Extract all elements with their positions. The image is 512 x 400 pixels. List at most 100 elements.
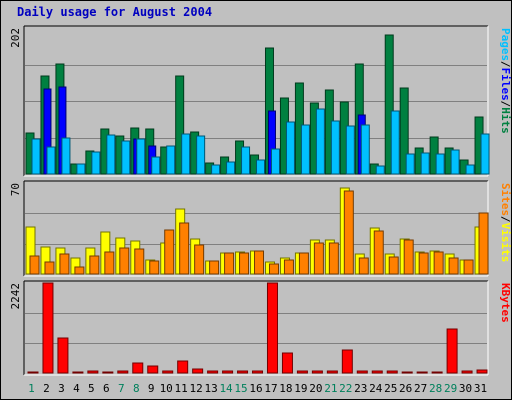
bar-kbytes-day22 xyxy=(341,349,353,374)
bar-sites-day3 xyxy=(59,253,70,275)
bar-pages-day29 xyxy=(450,149,460,175)
bar-sites-day11 xyxy=(179,222,190,275)
x-tick-label-day5: 5 xyxy=(88,382,95,395)
bar-kbytes-day10 xyxy=(162,370,174,374)
bar-kbytes-day1 xyxy=(27,371,39,374)
bar-kbytes-day30 xyxy=(461,370,473,374)
bar-kbytes-day20 xyxy=(311,370,323,374)
bar-sites-day7 xyxy=(119,247,130,275)
bar-kbytes-day12 xyxy=(192,368,204,374)
bar-sites-day5 xyxy=(89,255,100,275)
panel-kbytes: 2242 KBytes xyxy=(9,280,512,376)
bar-kbytes-day28 xyxy=(431,371,443,374)
x-tick-label-day25: 25 xyxy=(384,382,397,395)
legend-hits: Hits xyxy=(499,107,512,134)
bar-sites-day6 xyxy=(104,251,115,275)
bar-pages-day27 xyxy=(420,152,430,175)
x-tick-label-day20: 20 xyxy=(309,382,322,395)
x-tick-label-day31: 31 xyxy=(474,382,487,395)
ymax-label-hits: 202 xyxy=(9,28,22,48)
bar-pages-day28 xyxy=(435,153,445,175)
ymax-label-kbytes: 2242 xyxy=(9,283,22,310)
bar-sites-day29 xyxy=(448,257,459,275)
legend-files: Files xyxy=(499,68,512,101)
bar-kbytes-day24 xyxy=(371,370,383,374)
bar-sites-day16 xyxy=(254,250,265,275)
x-tick-label-day2: 2 xyxy=(43,382,50,395)
x-tick-label-day24: 24 xyxy=(369,382,383,395)
bar-pages-day1 xyxy=(31,138,41,175)
x-tick-label-day15: 15 xyxy=(234,382,247,395)
bar-sites-day13 xyxy=(209,260,220,275)
bar-kbytes-day14 xyxy=(222,370,234,374)
x-tick-label-day29: 29 xyxy=(444,382,457,395)
bar-sites-day20 xyxy=(313,242,324,275)
bar-kbytes-day29 xyxy=(446,328,458,374)
bar-kbytes-day2 xyxy=(42,282,54,374)
x-tick-label-day17: 17 xyxy=(264,382,277,395)
bar-kbytes-day27 xyxy=(416,371,428,374)
x-tick-label-day23: 23 xyxy=(354,382,367,395)
bar-sites-day23 xyxy=(358,257,369,275)
bar-sites-day21 xyxy=(328,242,339,275)
bar-hits-day25 xyxy=(384,34,394,175)
bar-pages-day19 xyxy=(300,124,310,175)
bar-kbytes-day16 xyxy=(252,370,264,374)
bar-pages-day4 xyxy=(76,163,86,175)
chart-title: Daily usage for August 2004 xyxy=(17,5,212,19)
bar-kbytes-day19 xyxy=(296,370,308,374)
x-tick-label-day6: 6 xyxy=(103,382,110,395)
legend-sites: Sites xyxy=(499,183,512,216)
bar-sites-day31 xyxy=(478,212,489,275)
bar-sites-day27 xyxy=(418,252,429,275)
x-tick-label-day3: 3 xyxy=(58,382,65,395)
x-tick-label-day28: 28 xyxy=(429,382,442,395)
x-tick-label-day9: 9 xyxy=(148,382,155,395)
bar-sites-day14 xyxy=(224,252,235,275)
bar-sites-day1 xyxy=(29,255,40,275)
bar-pages-day24 xyxy=(375,165,385,175)
bar-pages-day20 xyxy=(315,108,325,175)
bar-pages-day7 xyxy=(121,140,131,175)
x-tick-label-day21: 21 xyxy=(324,382,337,395)
bar-sites-day15 xyxy=(239,252,250,275)
plot-area-kbytes xyxy=(24,281,488,375)
x-tick-label-day19: 19 xyxy=(294,382,307,395)
x-tick-label-day30: 30 xyxy=(459,382,472,395)
legend-separator: / xyxy=(499,216,512,223)
legend-pages: Pages xyxy=(499,28,512,61)
bar-pages-day3 xyxy=(61,137,71,175)
bar-pages-day15 xyxy=(241,146,251,175)
bar-sites-day12 xyxy=(194,244,205,275)
bar-pages-day10 xyxy=(166,145,176,175)
bar-sites-day25 xyxy=(388,256,399,275)
bar-sites-day17 xyxy=(268,263,279,275)
panel-hits: 202 Pages/Files/Hits xyxy=(9,25,512,177)
bar-pages-day31 xyxy=(480,133,490,175)
bar-pages-day8 xyxy=(136,138,146,175)
bar-sites-day2 xyxy=(44,261,55,275)
legend-visits: Visits xyxy=(499,223,512,263)
bar-kbytes-day4 xyxy=(72,371,84,374)
bar-pages-day14 xyxy=(226,161,236,175)
bar-pages-day6 xyxy=(106,134,116,175)
bar-sites-day4 xyxy=(74,266,85,275)
bar-pages-day25 xyxy=(390,110,400,175)
bar-sites-day18 xyxy=(283,259,294,275)
panel-visits: 70 Sites/Visits xyxy=(9,180,512,277)
ymax-label-visits: 70 xyxy=(9,183,22,196)
bar-sites-day26 xyxy=(403,239,414,275)
bar-hits-day26 xyxy=(399,87,409,175)
bar-pages-day21 xyxy=(330,120,340,175)
bar-sites-day8 xyxy=(134,248,145,275)
bar-kbytes-day13 xyxy=(207,370,219,374)
x-tick-label-day11: 11 xyxy=(175,382,188,395)
bar-pages-day12 xyxy=(196,135,206,175)
bar-pages-day16 xyxy=(256,159,266,175)
bar-kbytes-day3 xyxy=(57,337,69,374)
bar-kbytes-day23 xyxy=(356,370,368,374)
x-tick-label-day14: 14 xyxy=(219,382,233,395)
bar-sites-day9 xyxy=(149,260,160,275)
bar-pages-day30 xyxy=(465,164,475,175)
